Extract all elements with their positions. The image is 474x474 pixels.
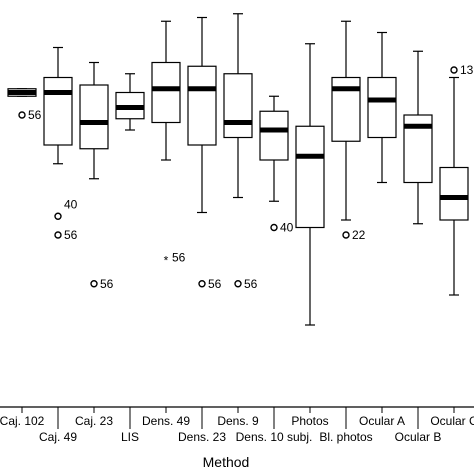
box-iqr: [79, 84, 109, 150]
x-tick-label: Caj. 102: [0, 414, 45, 428]
x-tick-label: Dens. 23: [178, 430, 226, 444]
outlier-label: 22: [352, 228, 366, 242]
box-5: 56: [187, 16, 222, 291]
x-tick-label: Ocular A: [359, 414, 405, 428]
box-12: 13: [439, 63, 474, 296]
outlier-marker: [270, 223, 278, 232]
outlier-marker: [198, 280, 206, 288]
box-7: 40: [259, 95, 294, 235]
median-line: [404, 123, 432, 129]
median-line: [368, 97, 396, 103]
box-iqr: [295, 125, 325, 229]
box-1: 40 56: [43, 46, 78, 242]
outlier-marker: [450, 66, 458, 74]
outlier-label: 56: [28, 108, 42, 122]
x-tick-label: Ocular C: [430, 414, 474, 428]
box-iqr: [439, 166, 469, 221]
outlier-label: 56: [100, 277, 114, 291]
outlier-label: 56: [244, 277, 258, 291]
median-line: [296, 153, 324, 159]
x-tick-label: Caj. 23: [75, 414, 113, 428]
box-8: [295, 43, 325, 326]
outlier-label: 13: [460, 63, 474, 77]
box-iqr: [151, 61, 181, 124]
box-2: 56: [79, 61, 114, 291]
median-line: [152, 86, 180, 92]
outlier-label: 56: [64, 228, 78, 242]
outlier-label: 56: [208, 277, 222, 291]
outlier-marker: [90, 280, 98, 288]
box-6: 56: [223, 13, 258, 291]
x-tick-label: Dens. 9: [217, 414, 259, 428]
box-iqr: [43, 76, 73, 146]
outlier-label: 40: [280, 221, 294, 235]
median-line: [260, 127, 288, 133]
median-line: [116, 105, 144, 110]
median-line: [8, 90, 36, 95]
box-11: [403, 50, 433, 225]
median-line: [440, 195, 468, 200]
outlier-marker: [54, 212, 62, 220]
box-iqr: [187, 65, 217, 146]
x-tick-label: Dens. 49: [142, 414, 190, 428]
box-iqr: [367, 76, 397, 139]
x-tick-label: Caj. 49: [39, 430, 77, 444]
outlier-label: 56: [172, 251, 186, 265]
outlier-label: 40: [64, 197, 78, 211]
outlier-marker: [342, 231, 350, 239]
box-0: 56: [7, 88, 42, 122]
outlier-marker: [54, 231, 62, 239]
median-line: [224, 120, 252, 125]
outlier-marker: [234, 280, 242, 288]
outlier-extreme-marker: *: [164, 254, 169, 268]
box-4: * 56: [151, 20, 186, 268]
median-line: [80, 120, 108, 125]
box-iqr: [223, 73, 253, 139]
outlier-marker: [18, 111, 26, 119]
x-tick-label: Photos: [291, 414, 328, 428]
box-3: [115, 73, 145, 131]
box-10: [367, 31, 397, 184]
median-line: [188, 86, 216, 92]
box-iqr: [259, 110, 289, 161]
x-tick-label: LIS: [121, 430, 139, 444]
x-tick-label: Dens. 10 subj.: [236, 430, 313, 444]
x-tick-label: Bl. photos: [319, 430, 372, 444]
median-line: [332, 86, 360, 92]
median-line: [44, 90, 72, 95]
x-axis-title: Method: [203, 454, 250, 470]
x-tick-label: Ocular B: [395, 430, 442, 444]
box-9: 22: [331, 20, 366, 242]
